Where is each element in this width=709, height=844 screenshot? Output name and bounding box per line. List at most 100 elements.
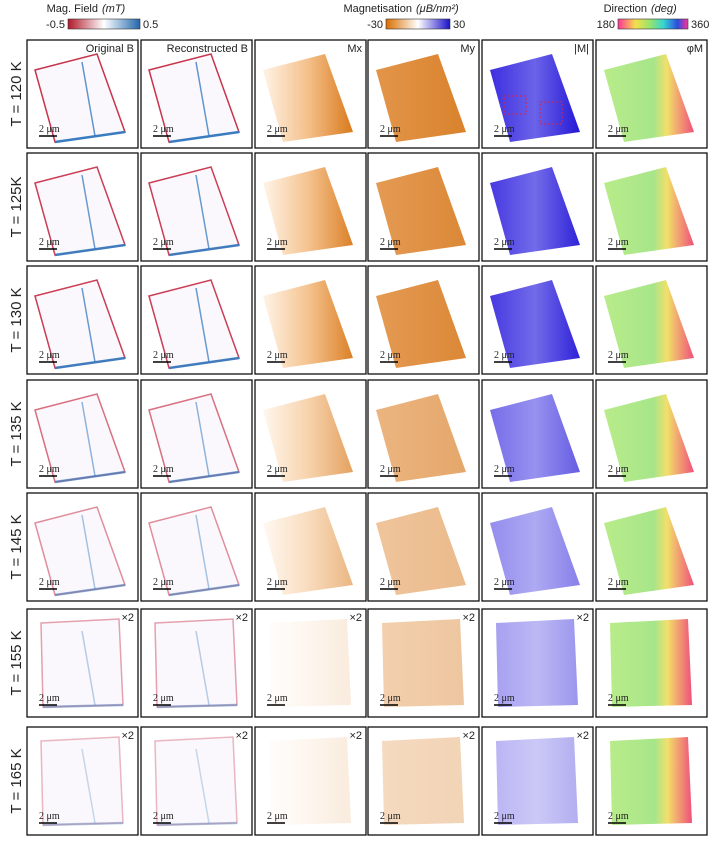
colorbar-unit: (mT) [102, 3, 126, 15]
magnification: ×2 [235, 612, 248, 624]
field-edge [81, 630, 96, 706]
scale-bar-label: 2 μm [380, 350, 401, 361]
scale-bar-label: 2 μm [494, 811, 515, 822]
magnification: ×2 [349, 730, 362, 742]
colorbar-unit: (μB/nm²) [416, 3, 459, 15]
sample-field [40, 618, 124, 708]
column-header: Original B [86, 43, 134, 55]
scale-bar-label: 2 μm [153, 693, 174, 704]
sample-map [263, 167, 353, 255]
row-label: T = 135 K [8, 401, 25, 466]
scale-bar-label: 2 μm [608, 124, 629, 135]
scale-bar-label: 2 μm [39, 237, 60, 248]
sample-map [263, 280, 353, 368]
row-label: T = 155 K [8, 630, 25, 695]
scale-bar-label: 2 μm [380, 237, 401, 248]
scale-bar-label: 2 μm [380, 124, 401, 135]
colorbar [617, 18, 689, 30]
scale-bar-label: 2 μm [494, 693, 515, 704]
scale-bar-label: 2 μm [494, 350, 515, 361]
column-header: My [460, 43, 475, 55]
scale-bar-label: 2 μm [267, 693, 288, 704]
colorbar-title: Magnetisation [344, 3, 413, 15]
scale-bar-label: 2 μm [608, 577, 629, 588]
row-label: T = 120 K [8, 61, 25, 126]
colorbar-max: 0.5 [143, 19, 158, 31]
scale-bar-label: 2 μm [267, 811, 288, 822]
field-edge [195, 174, 210, 250]
row-label: T = 165 K [8, 748, 25, 813]
colorbar-max: 30 [453, 19, 465, 31]
column-header: Mx [347, 43, 362, 55]
sample-map [604, 507, 694, 595]
field-edge [168, 130, 240, 144]
scale-bar-label: 2 μm [608, 350, 629, 361]
scale-bar-label: 2 μm [153, 124, 174, 135]
scale-bar-label: 2 μm [380, 577, 401, 588]
magnification: ×2 [576, 730, 589, 742]
scale-bar-label: 2 μm [608, 464, 629, 475]
sample-map [604, 167, 694, 255]
sample-map [269, 737, 351, 825]
field-edge [156, 821, 238, 827]
magnification: ×2 [462, 730, 475, 742]
sample-map [496, 619, 578, 707]
sample-field [40, 736, 124, 826]
magnification: ×2 [121, 730, 134, 742]
magnification: ×2 [576, 612, 589, 624]
scale-bar-label: 2 μm [267, 464, 288, 475]
column-header: φM [687, 43, 703, 55]
scale-bar-label: 2 μm [39, 464, 60, 475]
sample-map [490, 507, 580, 595]
field-edge [195, 514, 210, 590]
scale-bar-label: 2 μm [267, 237, 288, 248]
scale-bar-label: 2 μm [39, 577, 60, 588]
sample-map [376, 54, 466, 142]
scale-bar-label: 2 μm [153, 811, 174, 822]
column-header: Reconstructed B [167, 43, 248, 55]
field-edge [42, 821, 124, 827]
field-edge [54, 583, 126, 597]
field-edge [54, 243, 126, 257]
sample-map [490, 167, 580, 255]
colorbar-min: 180 [597, 19, 615, 31]
field-edge [54, 470, 126, 484]
colorbar [385, 18, 451, 30]
scale-bar-label: 2 μm [494, 124, 515, 135]
sample-field [154, 618, 238, 708]
scale-bar-label: 2 μm [380, 693, 401, 704]
sample-map [604, 280, 694, 368]
sample-map [382, 619, 464, 707]
magnification: ×2 [349, 612, 362, 624]
field-edge [54, 130, 126, 144]
roi [539, 101, 563, 125]
field-edge [81, 287, 96, 363]
scale-bar-label: 2 μm [380, 464, 401, 475]
scale-bar-label: 2 μm [267, 124, 288, 135]
scale-bar-label: 2 μm [39, 693, 60, 704]
field-edge [81, 748, 96, 824]
column-header: |M| [574, 43, 589, 55]
sample-map [263, 507, 353, 595]
sample-map [376, 280, 466, 368]
field-edge [195, 61, 210, 137]
field-edge [54, 356, 126, 370]
magnification: ×2 [462, 612, 475, 624]
field-edge [168, 583, 240, 597]
scale-bar-label: 2 μm [608, 811, 629, 822]
scale-bar-label: 2 μm [608, 693, 629, 704]
scale-bar-label: 2 μm [494, 237, 515, 248]
scale-bar-label: 2 μm [494, 464, 515, 475]
scale-bar-label: 2 μm [380, 811, 401, 822]
sample-map [496, 737, 578, 825]
sample-map [263, 394, 353, 482]
scale-bar-label: 2 μm [153, 464, 174, 475]
sample-map [490, 280, 580, 368]
sample-map [263, 54, 353, 142]
row-label: T = 130 K [8, 287, 25, 352]
scale-bar-label: 2 μm [153, 350, 174, 361]
scale-bar-label: 2 μm [267, 577, 288, 588]
row-label: T = 145 K [8, 514, 25, 579]
scale-bar-label: 2 μm [39, 811, 60, 822]
